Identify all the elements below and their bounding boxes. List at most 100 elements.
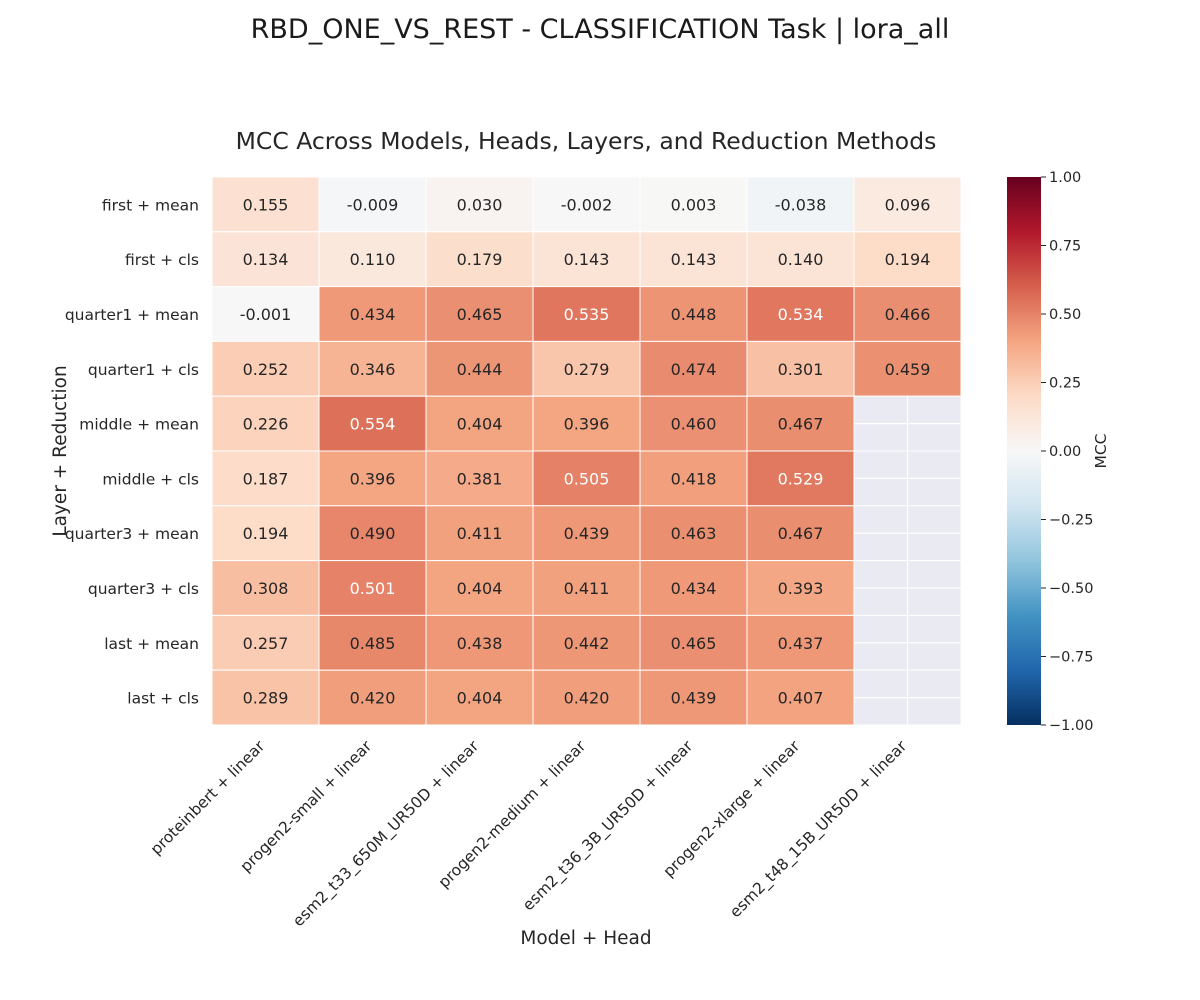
cell-value-label: 0.301 xyxy=(778,360,824,379)
row-label: quarter3 + mean xyxy=(65,525,199,543)
colorbar-tick-label: −0.50 xyxy=(1049,581,1093,597)
cell-value-label: 0.140 xyxy=(778,250,824,269)
y-axis-label: Layer + Reduction xyxy=(50,365,71,536)
cell-value-label: 0.434 xyxy=(350,305,396,324)
heatmap-cell xyxy=(318,176,427,233)
row-label: last + mean xyxy=(104,635,199,653)
heatmap-cell xyxy=(746,669,855,726)
cell-value-label: 0.411 xyxy=(457,524,503,543)
heatmap-cell xyxy=(746,450,855,507)
heatmap-cell xyxy=(425,340,534,397)
figure-suptitle: RBD_ONE_VS_REST - CLASSIFICATION Task | … xyxy=(250,14,950,45)
heatmap-cell xyxy=(318,231,427,288)
cell-value-label: 0.279 xyxy=(564,360,610,379)
heatmap-cell xyxy=(425,231,534,288)
heatmap-cell xyxy=(425,395,534,452)
heatmap-cell xyxy=(532,560,641,616)
cell-value-label: 0.434 xyxy=(671,579,717,598)
heatmap-cell xyxy=(853,286,962,342)
x-axis-label: Model + Head xyxy=(520,928,651,949)
column-label: esm2_t33_650M_UR50D + linear xyxy=(289,737,483,931)
heatmap-cell xyxy=(211,176,320,233)
heatmap-cell xyxy=(853,176,962,233)
row-label: quarter1 + cls xyxy=(88,361,199,379)
cell-value-label: 0.448 xyxy=(671,305,717,324)
cell-value-label: 0.003 xyxy=(671,195,717,214)
column-label: esm2_t36_3B_UR50D + linear xyxy=(519,737,697,915)
colorbar-tick-label: 0.75 xyxy=(1049,239,1081,255)
cell-value-label: 0.407 xyxy=(778,689,824,708)
heatmap-cell xyxy=(425,614,534,671)
cell-value-label: 0.252 xyxy=(243,360,289,379)
cell-value-label: 0.030 xyxy=(457,195,503,214)
cell-value-label: 0.411 xyxy=(564,579,610,598)
missing-cell-grid xyxy=(854,615,961,671)
cell-value-label: 0.404 xyxy=(457,415,503,434)
colorbar-ticks: 1.00 0.75 0.50 0.25 0.00 −0.25 −0.50 −0.75 −1.00 xyxy=(1041,170,1093,734)
cell-value-label: 0.179 xyxy=(457,250,503,269)
cell-value-label: -0.038 xyxy=(775,195,827,214)
colorbar-tick-label: 0.25 xyxy=(1049,376,1081,392)
heatmap-cell xyxy=(532,340,641,397)
heatmap-cell xyxy=(639,614,748,671)
cell-value-label: 0.439 xyxy=(564,524,610,543)
row-label: quarter3 + cls xyxy=(88,580,199,598)
heatmap-cell xyxy=(318,340,427,397)
cell-value-label: 0.381 xyxy=(457,469,503,488)
cell-value-label: 0.404 xyxy=(457,579,503,598)
heatmap-cell xyxy=(425,669,534,726)
heatmap-cell xyxy=(318,614,427,671)
heatmap-cell xyxy=(425,176,534,233)
heatmap-cell xyxy=(746,614,855,671)
cell-value-label: 0.143 xyxy=(564,250,610,269)
cell-value-label: 0.420 xyxy=(350,689,396,708)
heatmap-cell xyxy=(211,669,320,726)
cell-value-label: 0.110 xyxy=(350,250,396,269)
missing-cell-grid xyxy=(854,670,961,725)
colorbar-tick-label: −0.75 xyxy=(1049,650,1093,666)
colorbar-tick-label: 0.00 xyxy=(1049,444,1081,460)
row-label: last + cls xyxy=(127,690,199,708)
missing-cell-grid xyxy=(854,451,961,506)
heatmap-cell xyxy=(639,286,748,342)
colorbar-tick-label: 1.00 xyxy=(1049,170,1081,186)
cell-value-label: 0.474 xyxy=(671,360,717,379)
cell-value-label: 0.466 xyxy=(885,305,931,324)
heatmap-cell xyxy=(211,395,320,452)
heatmap-cell xyxy=(532,450,641,507)
row-label: middle + cls xyxy=(102,470,199,488)
cell-value-label: 0.194 xyxy=(243,524,289,543)
chart-title: MCC Across Models, Heads, Layers, and Re… xyxy=(236,127,937,155)
missing-cell-grid xyxy=(854,505,961,561)
heatmap-cell xyxy=(318,560,427,616)
cell-value-label: 0.194 xyxy=(885,250,931,269)
cell-value-label: 0.308 xyxy=(243,579,289,598)
heatmap-cell xyxy=(853,340,962,397)
cell-value-label: 0.346 xyxy=(350,360,396,379)
cell-value-label: -0.009 xyxy=(347,195,399,214)
heatmap-cell xyxy=(853,231,962,288)
heatmap-cell xyxy=(532,286,641,342)
cell-value-label: 0.437 xyxy=(778,634,824,653)
heatmap-cell xyxy=(318,286,427,342)
cell-value-label: 0.439 xyxy=(671,689,717,708)
cell-value-label: 0.534 xyxy=(778,305,824,324)
heatmap-cell xyxy=(746,560,855,616)
row-label: quarter1 + mean xyxy=(65,306,199,324)
row-label: first + cls xyxy=(125,251,199,269)
cell-value-label: 0.289 xyxy=(243,689,289,708)
heatmap-cell xyxy=(639,340,748,397)
colorbar-tick-label: −1.00 xyxy=(1049,718,1093,734)
cell-value-label: -0.002 xyxy=(561,195,613,214)
row-label: middle + mean xyxy=(79,416,199,434)
cell-value-label: 0.535 xyxy=(564,305,610,324)
cell-value-label: 0.393 xyxy=(778,579,824,598)
heatmap-cell xyxy=(211,286,320,342)
heatmap-cell xyxy=(532,505,641,562)
heatmap-cell xyxy=(425,450,534,507)
heatmap-cell xyxy=(639,231,748,288)
cell-value-label: 0.442 xyxy=(564,634,610,653)
heatmap-cell xyxy=(532,669,641,726)
